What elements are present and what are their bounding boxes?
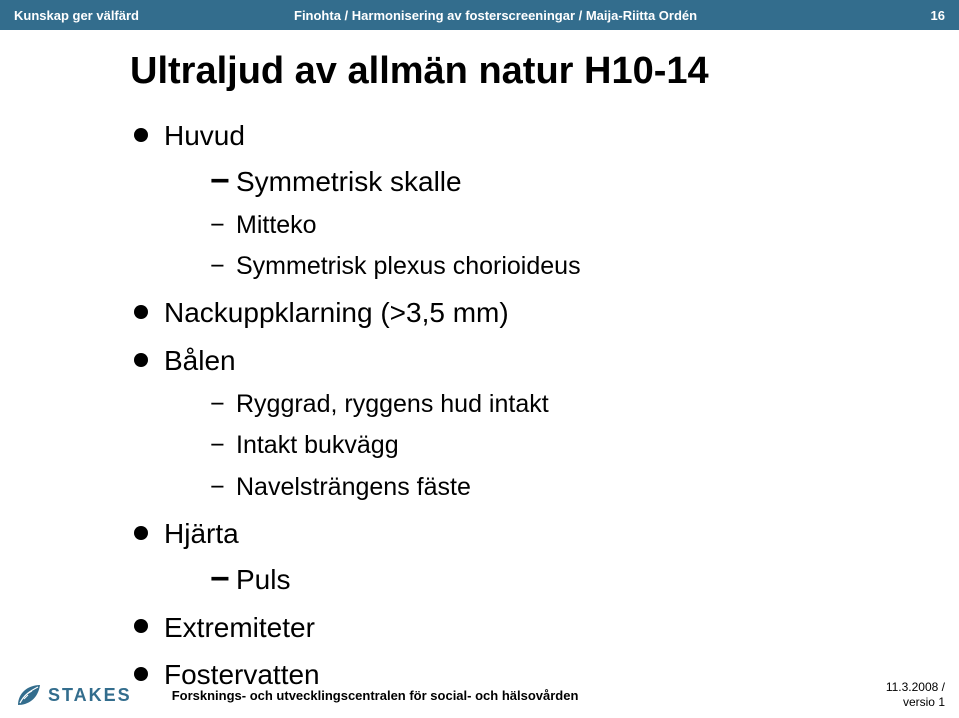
bullet-item: HuvudSymmetrisk skalleMittekoSymmetrisk … (130, 117, 959, 284)
footer-center-text: Forsknings- och utvecklingscentralen för… (132, 688, 886, 703)
sub-bullet-item: Symmetrisk plexus chorioideus (210, 250, 959, 284)
leaf-icon (14, 681, 42, 709)
bullet-label: Hjärta (164, 518, 239, 549)
bullet-list: HuvudSymmetrisk skalleMittekoSymmetrisk … (130, 117, 959, 694)
bullet-item: Nackuppklarning (>3,5 mm) (130, 294, 959, 332)
header-center-text: Finohta / Harmonisering av fosterscreeni… (294, 8, 905, 23)
header-bar: Kunskap ger välfärd Finohta / Harmoniser… (0, 0, 959, 30)
slide-title: Ultraljud av allmän natur H10-14 (130, 50, 959, 93)
header-page-number: 16 (905, 8, 945, 23)
footer-version: versio 1 (886, 695, 945, 710)
footer-date: 11.3.2008 / (886, 680, 945, 695)
footer-right-text: 11.3.2008 / versio 1 (886, 680, 945, 710)
sub-bullet-item: Symmetrisk skalle (210, 163, 959, 201)
sub-bullet-item: Ryggrad, ryggens hud intakt (210, 388, 959, 422)
sub-bullet-item: Puls (210, 561, 959, 599)
bullet-label: Bålen (164, 345, 236, 376)
slide-content: Ultraljud av allmän natur H10-14 Huvud Sy… (0, 30, 959, 694)
sub-bullet-item: Intakt bukvägg (210, 429, 959, 463)
footer-bar: STAKES Forsknings- och utvecklingscentra… (0, 672, 959, 718)
sub-bullet-list: Puls (164, 561, 959, 599)
bullet-item: Extremiteter (130, 609, 959, 647)
bullet-label: Extremiteter (164, 612, 315, 643)
bullet-label: Nackuppklarning (>3,5 mm) (164, 297, 509, 328)
sub-bullet-item: Mitteko (210, 209, 959, 243)
bullet-item: Hjärta Puls (130, 515, 959, 599)
sub-bullet-list: Symmetrisk skalle Mitteko Symmetrisk plexu… (164, 163, 959, 284)
header-left-text: Kunskap ger välfärd (14, 8, 294, 23)
sub-bullet-item: Navelsträngens fäste (210, 471, 959, 505)
stakes-logo-text: STAKES (48, 685, 132, 706)
stakes-logo: STAKES (14, 681, 132, 709)
bullet-item: Bålen Ryggrad, ryggens hud intakt Intakt b… (130, 342, 959, 505)
bullet-label: Huvud (164, 120, 245, 151)
sub-bullet-list: Ryggrad, ryggens hud intakt Intakt bukväg… (164, 388, 959, 505)
